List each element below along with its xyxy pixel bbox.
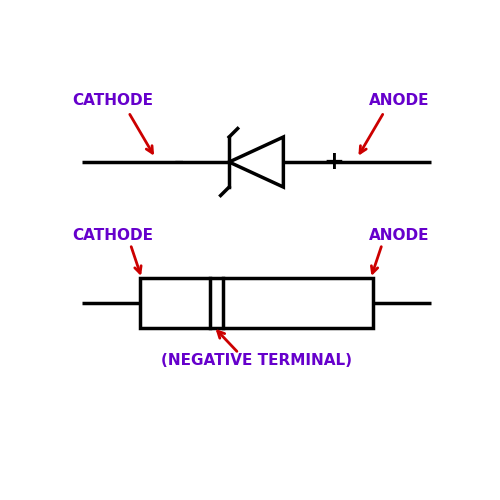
Text: (NEGATIVE TERMINAL): (NEGATIVE TERMINAL) [161,353,352,368]
Bar [140,278,372,328]
Text: CATHODE: CATHODE [72,228,154,242]
Text: +: + [324,150,344,174]
Polygon shape [229,137,283,187]
Text: ANODE: ANODE [370,93,430,108]
Text: -: - [174,150,184,174]
Text: CATHODE: CATHODE [72,93,154,108]
Text: ANODE: ANODE [370,228,430,242]
